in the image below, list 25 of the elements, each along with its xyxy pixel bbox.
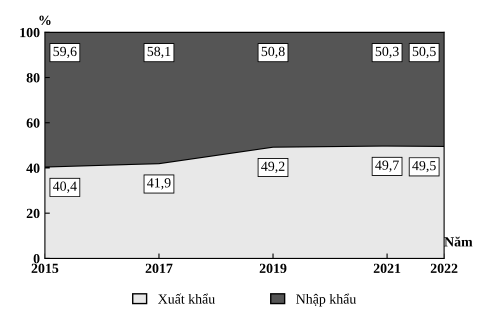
x-tick-label: 2021	[374, 264, 400, 274]
data-label: 49,5	[412, 160, 436, 172]
y-tick-label: 40	[26, 164, 40, 173]
x-tick-label: 2015	[32, 264, 58, 274]
legend-label: Nhập khẩu	[296, 294, 356, 307]
data-label: 49,7	[375, 160, 399, 172]
data-label: 50,8	[262, 46, 285, 58]
data-label: 50,5	[412, 46, 436, 58]
data-label: 59,6	[54, 46, 77, 58]
y-tick-label: 80	[26, 73, 40, 82]
data-label: 40,4	[52, 182, 77, 193]
y-tick-label: 20	[26, 208, 40, 218]
data-label: 50,3	[376, 46, 399, 58]
y-axis-title: %	[39, 16, 51, 25]
x-tick-label: 2019	[260, 264, 286, 274]
x-tick-label: 2022	[430, 264, 458, 274]
x-axis-title: Năm	[444, 236, 472, 247]
legend-label: Xuất khẩu	[158, 294, 215, 304]
y-tick-label: 0	[34, 254, 40, 264]
data-label: 49,2	[261, 162, 284, 173]
y-tick-label: 100	[20, 28, 40, 38]
y-tick-label: 60	[26, 118, 40, 128]
data-label: 41,9	[147, 178, 171, 190]
data-label: 58,1	[148, 46, 170, 58]
x-tick-label: 2017	[146, 264, 173, 274]
